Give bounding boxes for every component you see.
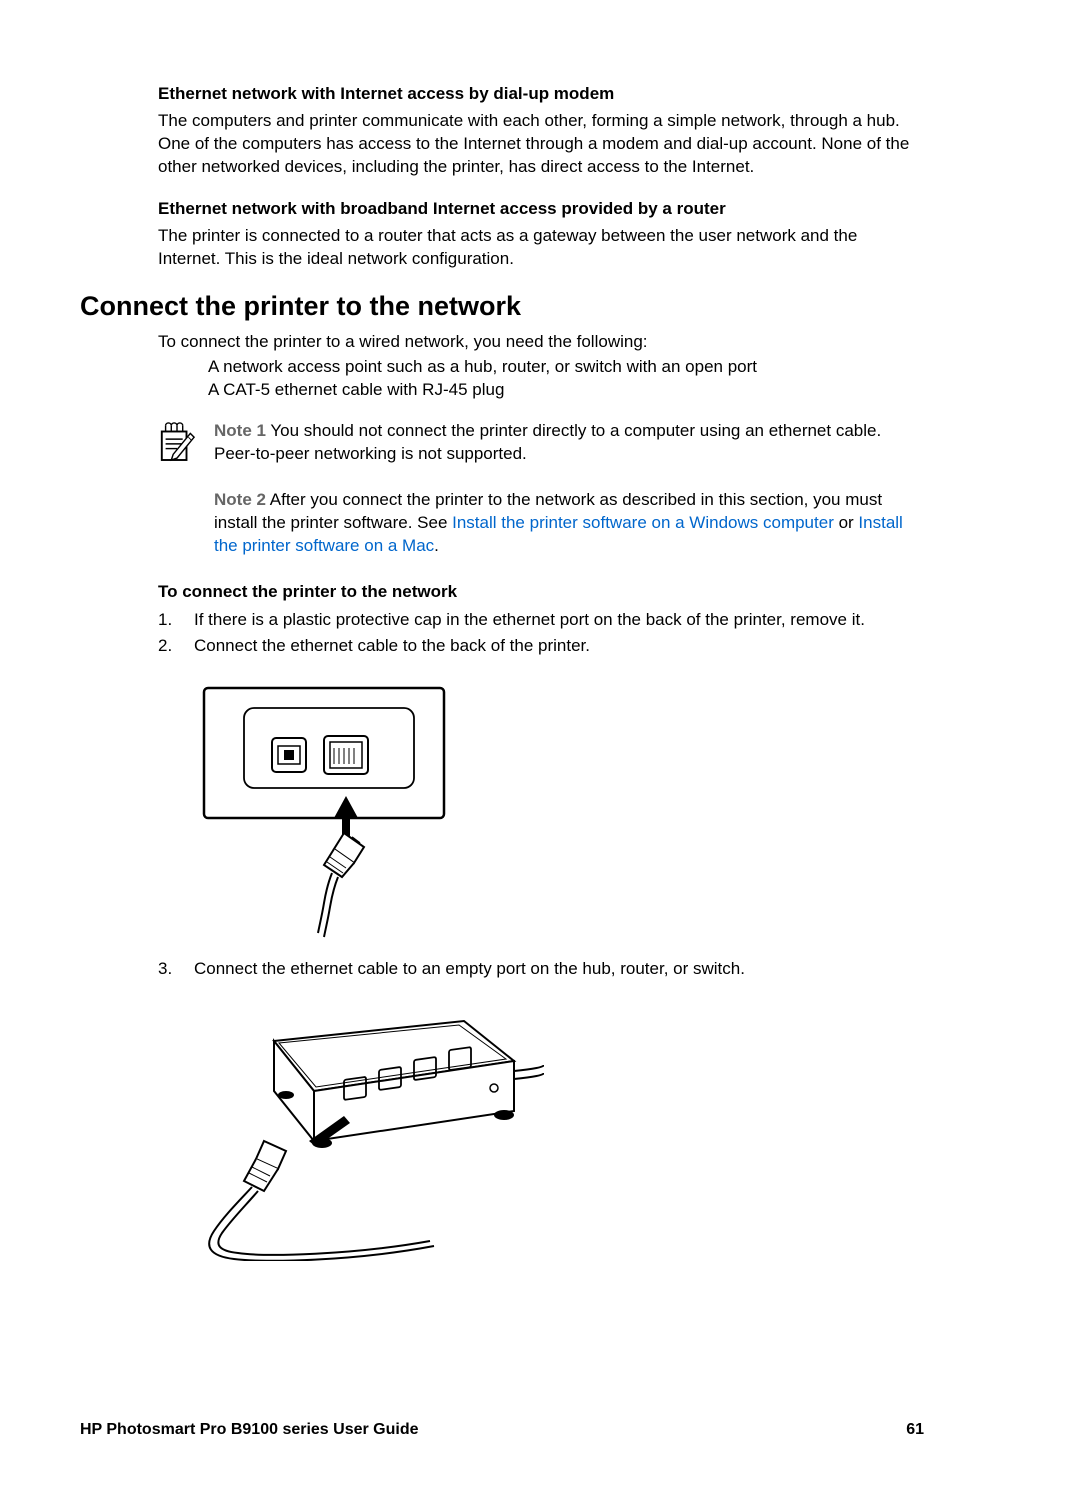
procedure-heading: To connect the printer to the network (158, 582, 924, 602)
step-1-text: If there is a plastic protective cap in … (194, 608, 924, 632)
step-3-num: 3. (158, 957, 194, 981)
link-install-windows[interactable]: Install the printer software on a Window… (452, 513, 834, 532)
body-router: The printer is connected to a router tha… (158, 225, 924, 271)
bullet-2: A CAT-5 ethernet cable with RJ-45 plug (208, 379, 924, 402)
intro-text: To connect the printer to a wired networ… (158, 332, 924, 352)
body-dialup: The computers and printer communicate wi… (158, 110, 924, 179)
subheading-router: Ethernet network with broadband Internet… (158, 199, 924, 219)
note-icon (158, 420, 196, 467)
step-3-text: Connect the ethernet cable to an empty p… (194, 957, 924, 981)
step-2-num: 2. (158, 634, 194, 658)
footer-title: HP Photosmart Pro B9100 series User Guid… (80, 1421, 419, 1439)
figure-printer-back (194, 678, 924, 943)
note-1-label: Note 1 (214, 421, 266, 440)
note-2-label: Note 2 (214, 490, 266, 509)
note-2-text: Note 2 After you connect the printer to … (214, 489, 924, 558)
step-1-num: 1. (158, 608, 194, 632)
step-2-text: Connect the ethernet cable to the back o… (194, 634, 924, 658)
main-heading: Connect the printer to the network (80, 291, 924, 322)
subheading-dialup: Ethernet network with Internet access by… (158, 84, 924, 104)
note-1-text: Note 1 You should not connect the printe… (214, 420, 924, 466)
figure-router (194, 1001, 924, 1266)
bullet-1: A network access point such as a hub, ro… (208, 356, 924, 379)
footer-page-number: 61 (906, 1421, 924, 1439)
